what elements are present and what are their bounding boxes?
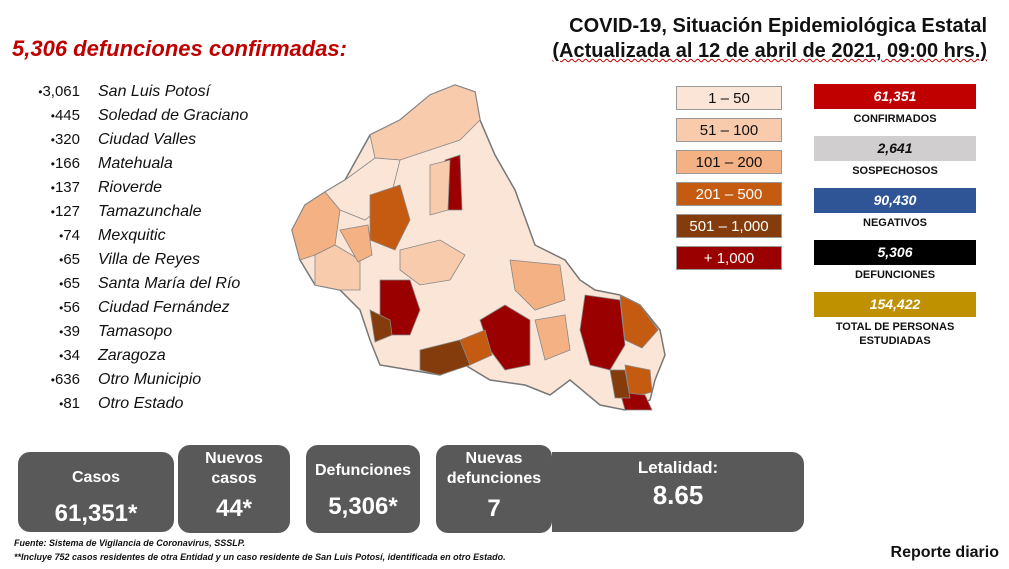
map-region (619, 294, 659, 349)
map-region (339, 224, 373, 263)
stat-value-deaths: 5,306 (814, 240, 976, 265)
municipality-name: Soledad de Graciano (98, 107, 249, 124)
municipality-value: 39 (30, 320, 80, 344)
card-new-cases: Nuevos casos 44* (178, 445, 290, 533)
report-label: Reporte diario (890, 544, 999, 561)
municipality-name: Otro Estado (98, 395, 184, 412)
list-item: 74 Mexquitic (30, 224, 280, 248)
stat-value-total-studied: 154,422 (814, 292, 976, 317)
list-item: 320 Ciudad Valles (30, 128, 280, 152)
legend-item: 101 – 200 (676, 150, 782, 174)
card-value: 7 (487, 495, 501, 522)
footnote-note: **Incluye 752 casos residentes de otra E… (14, 552, 506, 562)
card-label: Letalidad: (637, 458, 719, 477)
municipality-name: Otro Municipio (98, 371, 202, 388)
stat-label-negative: NEGATIVOS (863, 217, 927, 229)
map-region (429, 159, 451, 216)
municipality-value: 34 (30, 344, 80, 368)
municipality-value: 65 (30, 248, 80, 272)
municipality-name: Zaragoza (98, 347, 166, 364)
stat-value-suspected: 2,641 (814, 136, 976, 161)
list-item: 127 Tamazunchale (30, 200, 280, 224)
stat-label-total-studied: TOTAL DE PERSONAS ESTUDIADAS (835, 321, 955, 347)
list-item: 81 Otro Estado (30, 392, 280, 416)
footnote-source: Fuente: Sistema de Vigilancia de Coronav… (14, 538, 246, 548)
municipality-list: 3,061 San Luis Potosí 445 Soledad de Graci… (30, 80, 280, 416)
municipality-name: Tamazunchale (98, 203, 202, 220)
municipality-value: 56 (30, 296, 80, 320)
municipality-name: Mexquitic (98, 227, 166, 244)
list-item: 39 Tamasopo (30, 320, 280, 344)
list-item: 3,061 San Luis Potosí (30, 80, 280, 104)
legend-item: 51 – 100 (676, 118, 782, 142)
municipality-value: 74 (30, 224, 80, 248)
municipality-value: 166 (30, 152, 80, 176)
summary-cards: Casos 61,351* Nuevos casos 44* Defuncion… (0, 440, 1009, 540)
municipality-value: 65 (30, 272, 80, 296)
list-item: 636 Otro Municipio (30, 368, 280, 392)
municipality-value: 127 (30, 200, 80, 224)
stat-label-suspected: SOSPECHOSOS (852, 165, 938, 177)
list-item: 65 Villa de Reyes (30, 248, 280, 272)
map-region (534, 314, 571, 361)
card-value: 8.65 (652, 480, 704, 510)
map-region (369, 184, 411, 251)
card-value: 5,306* (328, 493, 398, 520)
card-cases: Casos 61,351* (18, 452, 174, 532)
map-region (609, 369, 631, 399)
municipality-name: San Luis Potosí (98, 83, 211, 100)
municipality-value: 445 (30, 104, 80, 128)
card-lethality: Letalidad: 8.65 (552, 452, 804, 532)
card-label: Nuevos casos (205, 450, 263, 487)
card-new-deaths: Nuevas defunciones 7 (436, 445, 552, 533)
card-label: Nuevas defunciones (446, 450, 542, 487)
stat-value-negative: 90,430 (814, 188, 976, 213)
municipality-value: 81 (30, 392, 80, 416)
list-item: 137 Rioverde (30, 176, 280, 200)
map-region (369, 309, 393, 343)
headline: 5,306 defunciones confirmadas: (12, 36, 347, 61)
legend-item: 501 – 1,000 (676, 214, 782, 238)
municipality-name: Rioverde (98, 179, 163, 196)
title-line-2: (Actualizada al 12 de abril de 2021, 09:… (552, 40, 987, 62)
card-label: Casos (71, 469, 121, 486)
municipality-name: Matehuala (98, 155, 173, 172)
map-region (509, 259, 566, 311)
map-region (399, 239, 466, 286)
municipality-name: Ciudad Fernández (98, 299, 230, 316)
list-item: 56 Ciudad Fernández (30, 296, 280, 320)
municipality-value: 137 (30, 176, 80, 200)
list-item: 65 Santa María del Río (30, 272, 280, 296)
list-item: 166 Matehuala (30, 152, 280, 176)
stat-label-deaths: DEFUNCIONES (854, 269, 936, 281)
municipality-value: 636 (30, 368, 80, 392)
municipality-value: 320 (30, 128, 80, 152)
municipality-name: Santa María del Río (98, 275, 241, 292)
legend-item: + 1,000 (676, 246, 782, 270)
municipality-value: 3,061 (30, 80, 80, 104)
card-deaths: Defunciones 5,306* (306, 445, 420, 533)
legend-item: 1 – 50 (676, 86, 782, 110)
report-title: COVID-19, Situación Epidemiológica Estat… (552, 14, 987, 64)
card-value: 61,351* (54, 500, 138, 527)
map-region (419, 339, 471, 376)
map-region (291, 191, 341, 261)
list-item: 445 Soledad de Graciano (30, 104, 280, 128)
map-region (314, 244, 361, 291)
stats-panel: 61,351 CONFIRMADOS 2,641 SOSPECHOSOS 90,… (814, 84, 976, 358)
municipality-name: Ciudad Valles (98, 131, 197, 148)
legend-item: 201 – 500 (676, 182, 782, 206)
color-legend: 1 – 50 51 – 100 101 – 200 201 – 500 501 … (676, 86, 782, 278)
title-line-1: COVID-19, Situación Epidemiológica Estat… (569, 15, 987, 37)
list-item: 34 Zaragoza (30, 344, 280, 368)
card-value: 44* (215, 495, 253, 522)
municipality-name: Tamasopo (98, 323, 173, 340)
municipality-name: Villa de Reyes (98, 251, 200, 268)
stat-value-confirmed: 61,351 (814, 84, 976, 109)
stat-label-confirmed: CONFIRMADOS (853, 113, 937, 125)
state-map (291, 84, 666, 411)
card-label: Defunciones (314, 462, 411, 479)
map-region (459, 329, 493, 366)
